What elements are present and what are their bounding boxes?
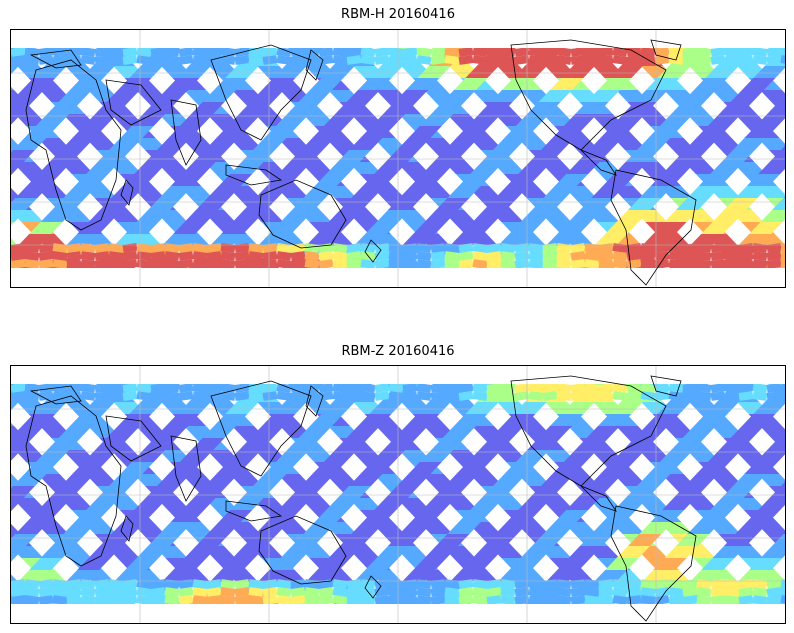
satellite-swaths bbox=[11, 48, 785, 268]
satellite-swaths bbox=[11, 384, 785, 604]
coastlines bbox=[25, 39, 697, 286]
map-canvas-rbm-z bbox=[11, 366, 785, 623]
panel-title-rbm-h: RBM-H 20160416 bbox=[341, 7, 455, 22]
lat-lon-gridlines bbox=[11, 30, 785, 287]
map-panel-rbm-z bbox=[10, 365, 786, 624]
coastlines bbox=[25, 375, 697, 622]
map-canvas-rbm-h bbox=[11, 30, 785, 287]
map-panel-rbm-h bbox=[10, 29, 786, 288]
lat-lon-gridlines bbox=[11, 366, 785, 623]
panel-title-rbm-z: RBM-Z 20160416 bbox=[341, 344, 455, 359]
